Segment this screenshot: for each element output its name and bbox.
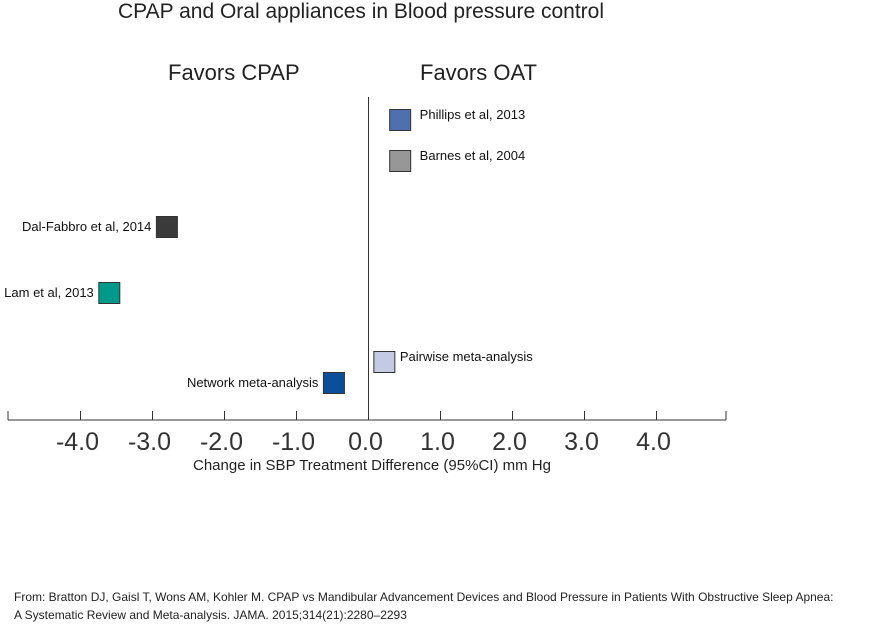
- study-marker: [389, 109, 412, 131]
- source-citation: From: Bratton DJ, Gaisl T, Wons AM, Kohl…: [14, 588, 833, 624]
- x-tick-label: -4.0: [56, 428, 99, 456]
- study-label: Pairwise meta-analysis: [400, 349, 533, 364]
- study-label: Dal-Fabbro et al, 2014: [22, 219, 151, 234]
- favors-cpap-label: Favors CPAP: [168, 60, 300, 85]
- study-label: Lam et al, 2013: [4, 285, 94, 300]
- x-tick-label: -3.0: [128, 428, 171, 456]
- study-marker: [373, 351, 396, 373]
- x-tick-label: 2.0: [492, 428, 527, 456]
- x-tick-label: -2.0: [200, 428, 243, 456]
- study-label: Network meta-analysis: [187, 375, 319, 390]
- source-line-2: A Systematic Review and Meta-analysis. J…: [14, 608, 407, 622]
- x-tick-label: -1.0: [272, 428, 315, 456]
- study-marker: [155, 216, 178, 238]
- x-tick-label: 1.0: [420, 428, 455, 456]
- favors-oat-label: Favors OAT: [420, 60, 537, 85]
- study-marker: [322, 372, 345, 394]
- x-tick-label: 4.0: [636, 428, 671, 456]
- study-label: Phillips et al, 2013: [420, 107, 526, 122]
- x-tick-label: 3.0: [564, 428, 599, 456]
- chart-title: CPAP and Oral appliances in Blood pressu…: [118, 0, 604, 23]
- x-tick-label: 0.0: [348, 428, 383, 456]
- study-marker: [98, 282, 121, 304]
- source-line-1: From: Bratton DJ, Gaisl T, Wons AM, Kohl…: [14, 590, 834, 604]
- x-axis-label: Change in SBP Treatment Difference (95%C…: [193, 457, 551, 474]
- study-label: Barnes et al, 2004: [420, 148, 526, 163]
- study-marker: [389, 150, 412, 172]
